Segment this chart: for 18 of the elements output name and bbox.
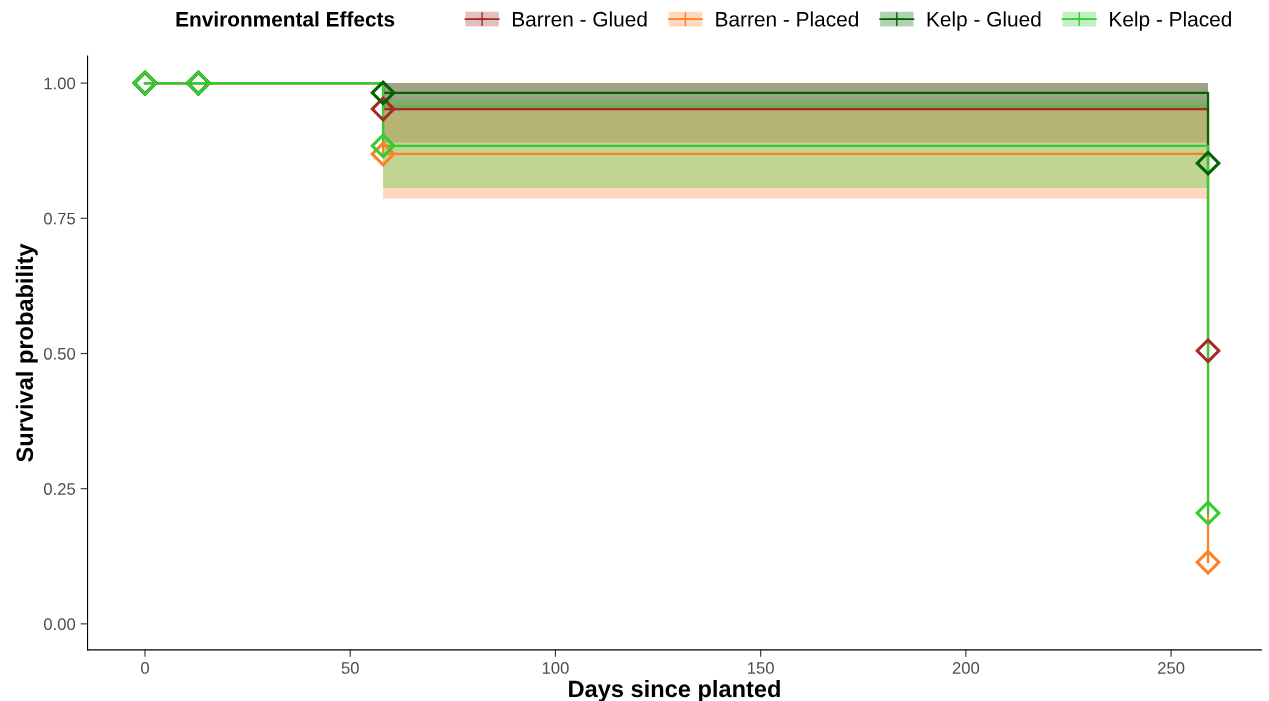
- legend-label: Kelp - Glued: [927, 11, 1041, 31]
- y-axis-title: Survival probability: [15, 243, 38, 462]
- y-tick-label: 0.75: [43, 212, 76, 225]
- legend-label: Barren - Glued: [512, 11, 647, 27]
- y-tick-label: 0.25: [43, 483, 76, 495]
- y-tick-label: 1.00: [44, 77, 76, 90]
- y-tick-label: 0.00: [43, 618, 76, 631]
- x-tick-label: 100: [542, 662, 569, 674]
- x-tick-label: 250: [1158, 662, 1185, 674]
- x-tick-label: 50: [341, 662, 359, 674]
- legend-label: Kelp - Placed: [1110, 11, 1231, 31]
- legend-title: Environmental Effects: [176, 11, 395, 27]
- y-tick-label: 0.50: [43, 347, 76, 360]
- legend-label: Barren - Placed: [716, 11, 858, 27]
- x-tick-label: 0: [141, 662, 149, 674]
- x-axis-title: Days since planted: [569, 679, 780, 701]
- x-tick-label: 150: [748, 662, 774, 674]
- x-tick-label: 200: [952, 662, 980, 674]
